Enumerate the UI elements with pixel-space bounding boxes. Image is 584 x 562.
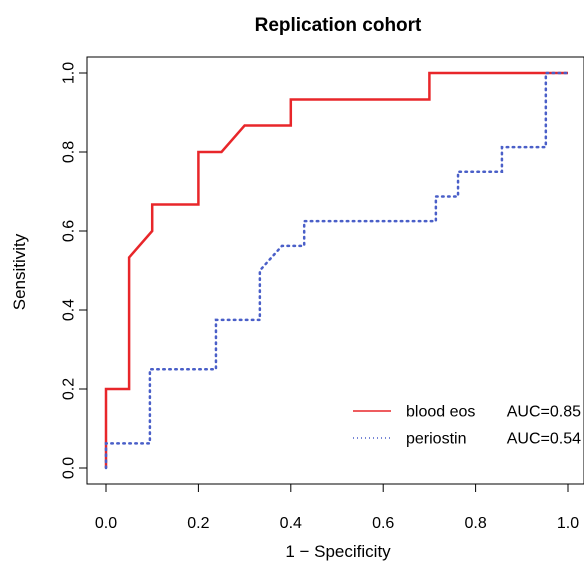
x-tick-label: 0.2 [187,515,209,532]
legend-auc: AUC=0.85 [507,404,581,421]
y-tick-label: 0.0 [61,457,78,479]
y-axis-label: Sensitivity [10,233,29,310]
y-tick-label: 0.4 [61,299,78,321]
series-layer [104,71,570,470]
x-tick-label: 0.0 [95,515,117,532]
chart-title: Replication cohort [255,15,422,36]
y-tick-label: 0.2 [61,378,78,400]
plot-frame [86,56,584,485]
legend: blood eos AUC=0.85 periostin AUC=0.54 [353,404,581,448]
x-tick-label: 0.4 [280,515,302,532]
y-tick-label: 0.8 [61,141,78,163]
x-tick-label: 1.0 [557,515,579,532]
legend-label: periostin [406,431,466,448]
legend-label: blood eos [406,404,475,421]
y-tick-label: 1.0 [61,62,78,84]
axes: 0.0 0.2 0.4 0.6 0.8 1.0 0.0 0.2 0.4 0.6 0.8 1.0 [61,62,580,532]
x-tick-label: 0.6 [372,515,394,532]
series-line-blood-eos [104,71,568,468]
legend-auc: AUC=0.54 [507,431,581,448]
x-tick-label: 0.8 [464,515,486,532]
series-line-periostin [104,71,570,470]
y-tick-label: 0.6 [61,220,78,242]
x-axis-label: 1 − Specificity [285,542,391,561]
